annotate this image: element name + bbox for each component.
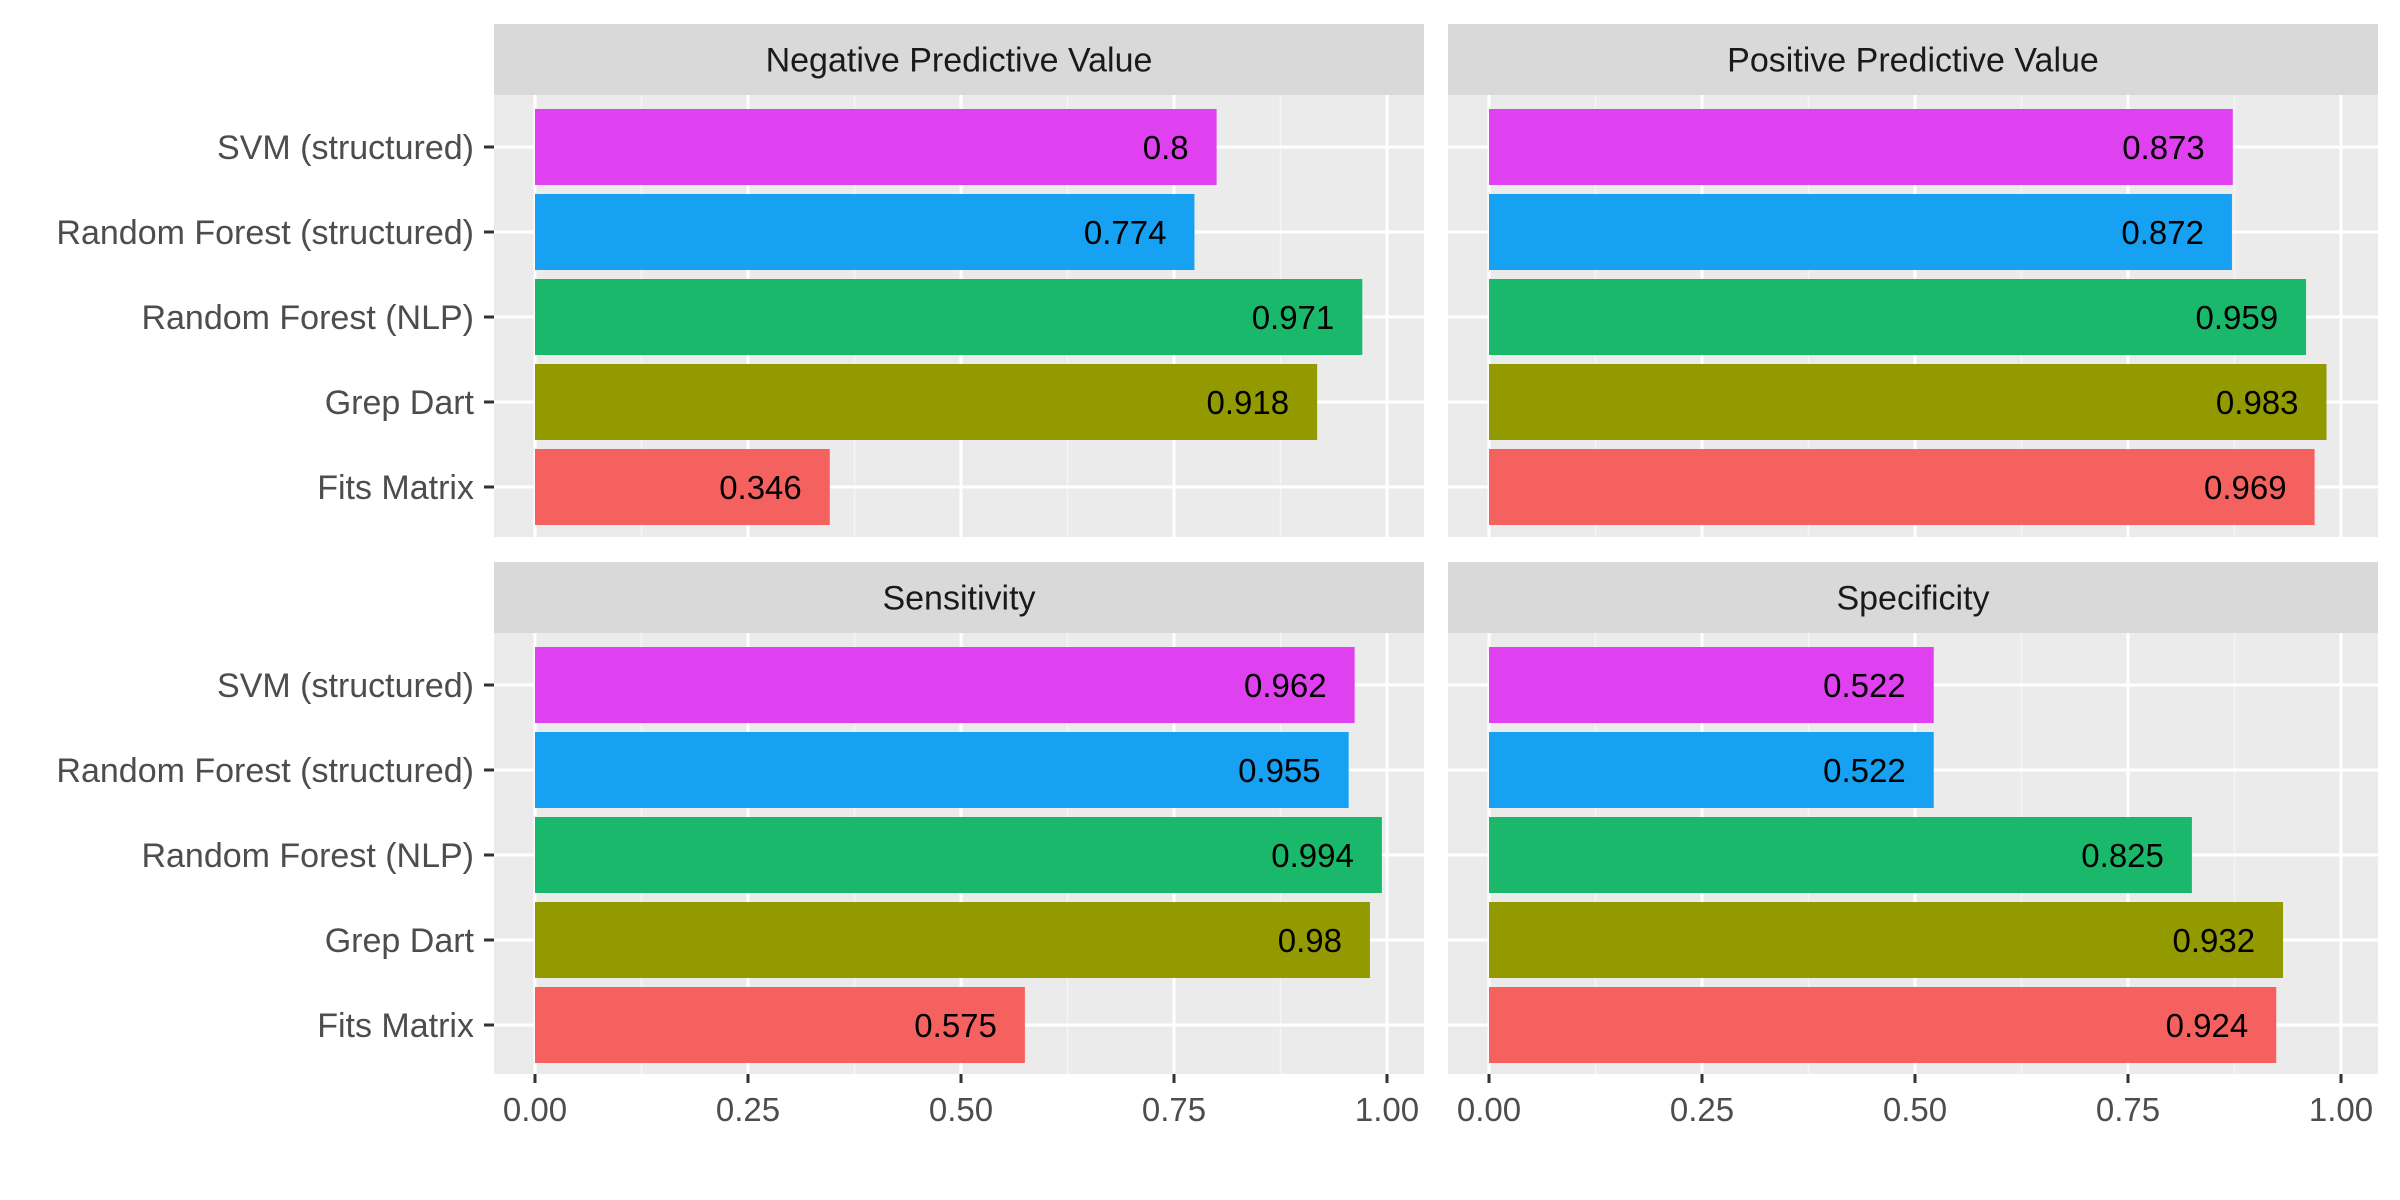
bar: [1489, 449, 2315, 525]
bar-value-label: 0.522: [1823, 752, 1906, 789]
facet-title: Sensitivity: [882, 580, 1035, 618]
facet-title: Specificity: [1836, 580, 1989, 618]
category-label: Grep Dart: [325, 384, 475, 422]
facet-panel: Negative Predictive Value 0.8 0.774 0.971 0.…: [56, 24, 1424, 537]
bar: [535, 732, 1349, 808]
bar-value-label: 0.959: [2195, 299, 2278, 336]
bar-value-label: 0.98: [1278, 922, 1342, 959]
facet-strip: [494, 562, 1424, 633]
bar: [1489, 817, 2192, 893]
facet-strip: [494, 24, 1424, 95]
bar: [535, 987, 1025, 1063]
category-label: Random Forest (structured): [56, 214, 474, 252]
x-tick-label: 1.00: [2309, 1091, 2373, 1128]
bar-value-label: 0.575: [914, 1007, 997, 1044]
category-label: Fits Matrix: [317, 1007, 474, 1045]
bar: [535, 279, 1363, 355]
bar-value-label: 0.522: [1823, 667, 1906, 704]
bar: [535, 817, 1382, 893]
bar: [1489, 647, 1934, 723]
category-label: Random Forest (NLP): [141, 299, 474, 337]
bar: [535, 647, 1355, 723]
bar: [535, 194, 1195, 270]
bar-value-label: 0.346: [719, 469, 802, 506]
x-tick-label: 0.25: [716, 1091, 780, 1128]
x-tick-label: 0.75: [1142, 1091, 1206, 1128]
bar-value-label: 0.962: [1244, 667, 1327, 704]
facet-panel: Positive Predictive Value 0.873 0.872 0.959…: [1448, 24, 2378, 537]
x-tick-label: 0.50: [929, 1091, 993, 1128]
bar-value-label: 0.924: [2166, 1007, 2249, 1044]
bar-value-label: 0.825: [2081, 837, 2164, 874]
facet-strip: [1448, 24, 2378, 95]
bar-value-label: 0.994: [1271, 837, 1354, 874]
bar: [535, 109, 1217, 185]
x-tick-label: 0.50: [1883, 1091, 1947, 1128]
bar: [1489, 109, 2233, 185]
bar: [1489, 364, 2327, 440]
bar-value-label: 0.774: [1084, 214, 1167, 251]
category-label: SVM (structured): [217, 667, 474, 705]
bar: [1489, 902, 2284, 978]
facet-strip: [1448, 562, 2378, 633]
bar-value-label: 0.873: [2122, 129, 2205, 166]
bar-value-label: 0.969: [2204, 469, 2287, 506]
bar: [1489, 194, 2232, 270]
bar: [1489, 279, 2307, 355]
bar-value-label: 0.918: [1207, 384, 1290, 421]
category-label: SVM (structured): [217, 129, 474, 167]
facet-panel: Sensitivity 0.962 0.955 0.994 0.98 0.575 SVM (…: [56, 562, 1424, 1128]
bar-value-label: 0.983: [2216, 384, 2299, 421]
bar-value-label: 0.932: [2172, 922, 2255, 959]
x-tick-label: 0.75: [2096, 1091, 2160, 1128]
bar: [535, 902, 1370, 978]
bar: [1489, 732, 1934, 808]
facet-panel: Specificity 0.522 0.522 0.825 0.932 0.924 0.00…: [1448, 562, 2378, 1128]
bar: [535, 449, 830, 525]
x-tick-label: 0.00: [503, 1091, 567, 1128]
x-tick-label: 1.00: [1355, 1091, 1419, 1128]
x-tick-label: 0.00: [1457, 1091, 1521, 1128]
bar-value-label: 0.872: [2121, 214, 2204, 251]
x-tick-label: 0.25: [1670, 1091, 1734, 1128]
category-label: Random Forest (structured): [56, 752, 474, 790]
bar: [1489, 987, 2277, 1063]
bar-value-label: 0.971: [1252, 299, 1335, 336]
category-label: Fits Matrix: [317, 469, 474, 507]
bar-value-label: 0.955: [1238, 752, 1321, 789]
bar-value-label: 0.8: [1143, 129, 1189, 166]
bar: [535, 364, 1318, 440]
facet-title: Negative Predictive Value: [766, 42, 1153, 80]
category-label: Random Forest (NLP): [141, 837, 474, 875]
category-label: Grep Dart: [325, 922, 475, 960]
facet-title: Positive Predictive Value: [1727, 42, 2099, 80]
